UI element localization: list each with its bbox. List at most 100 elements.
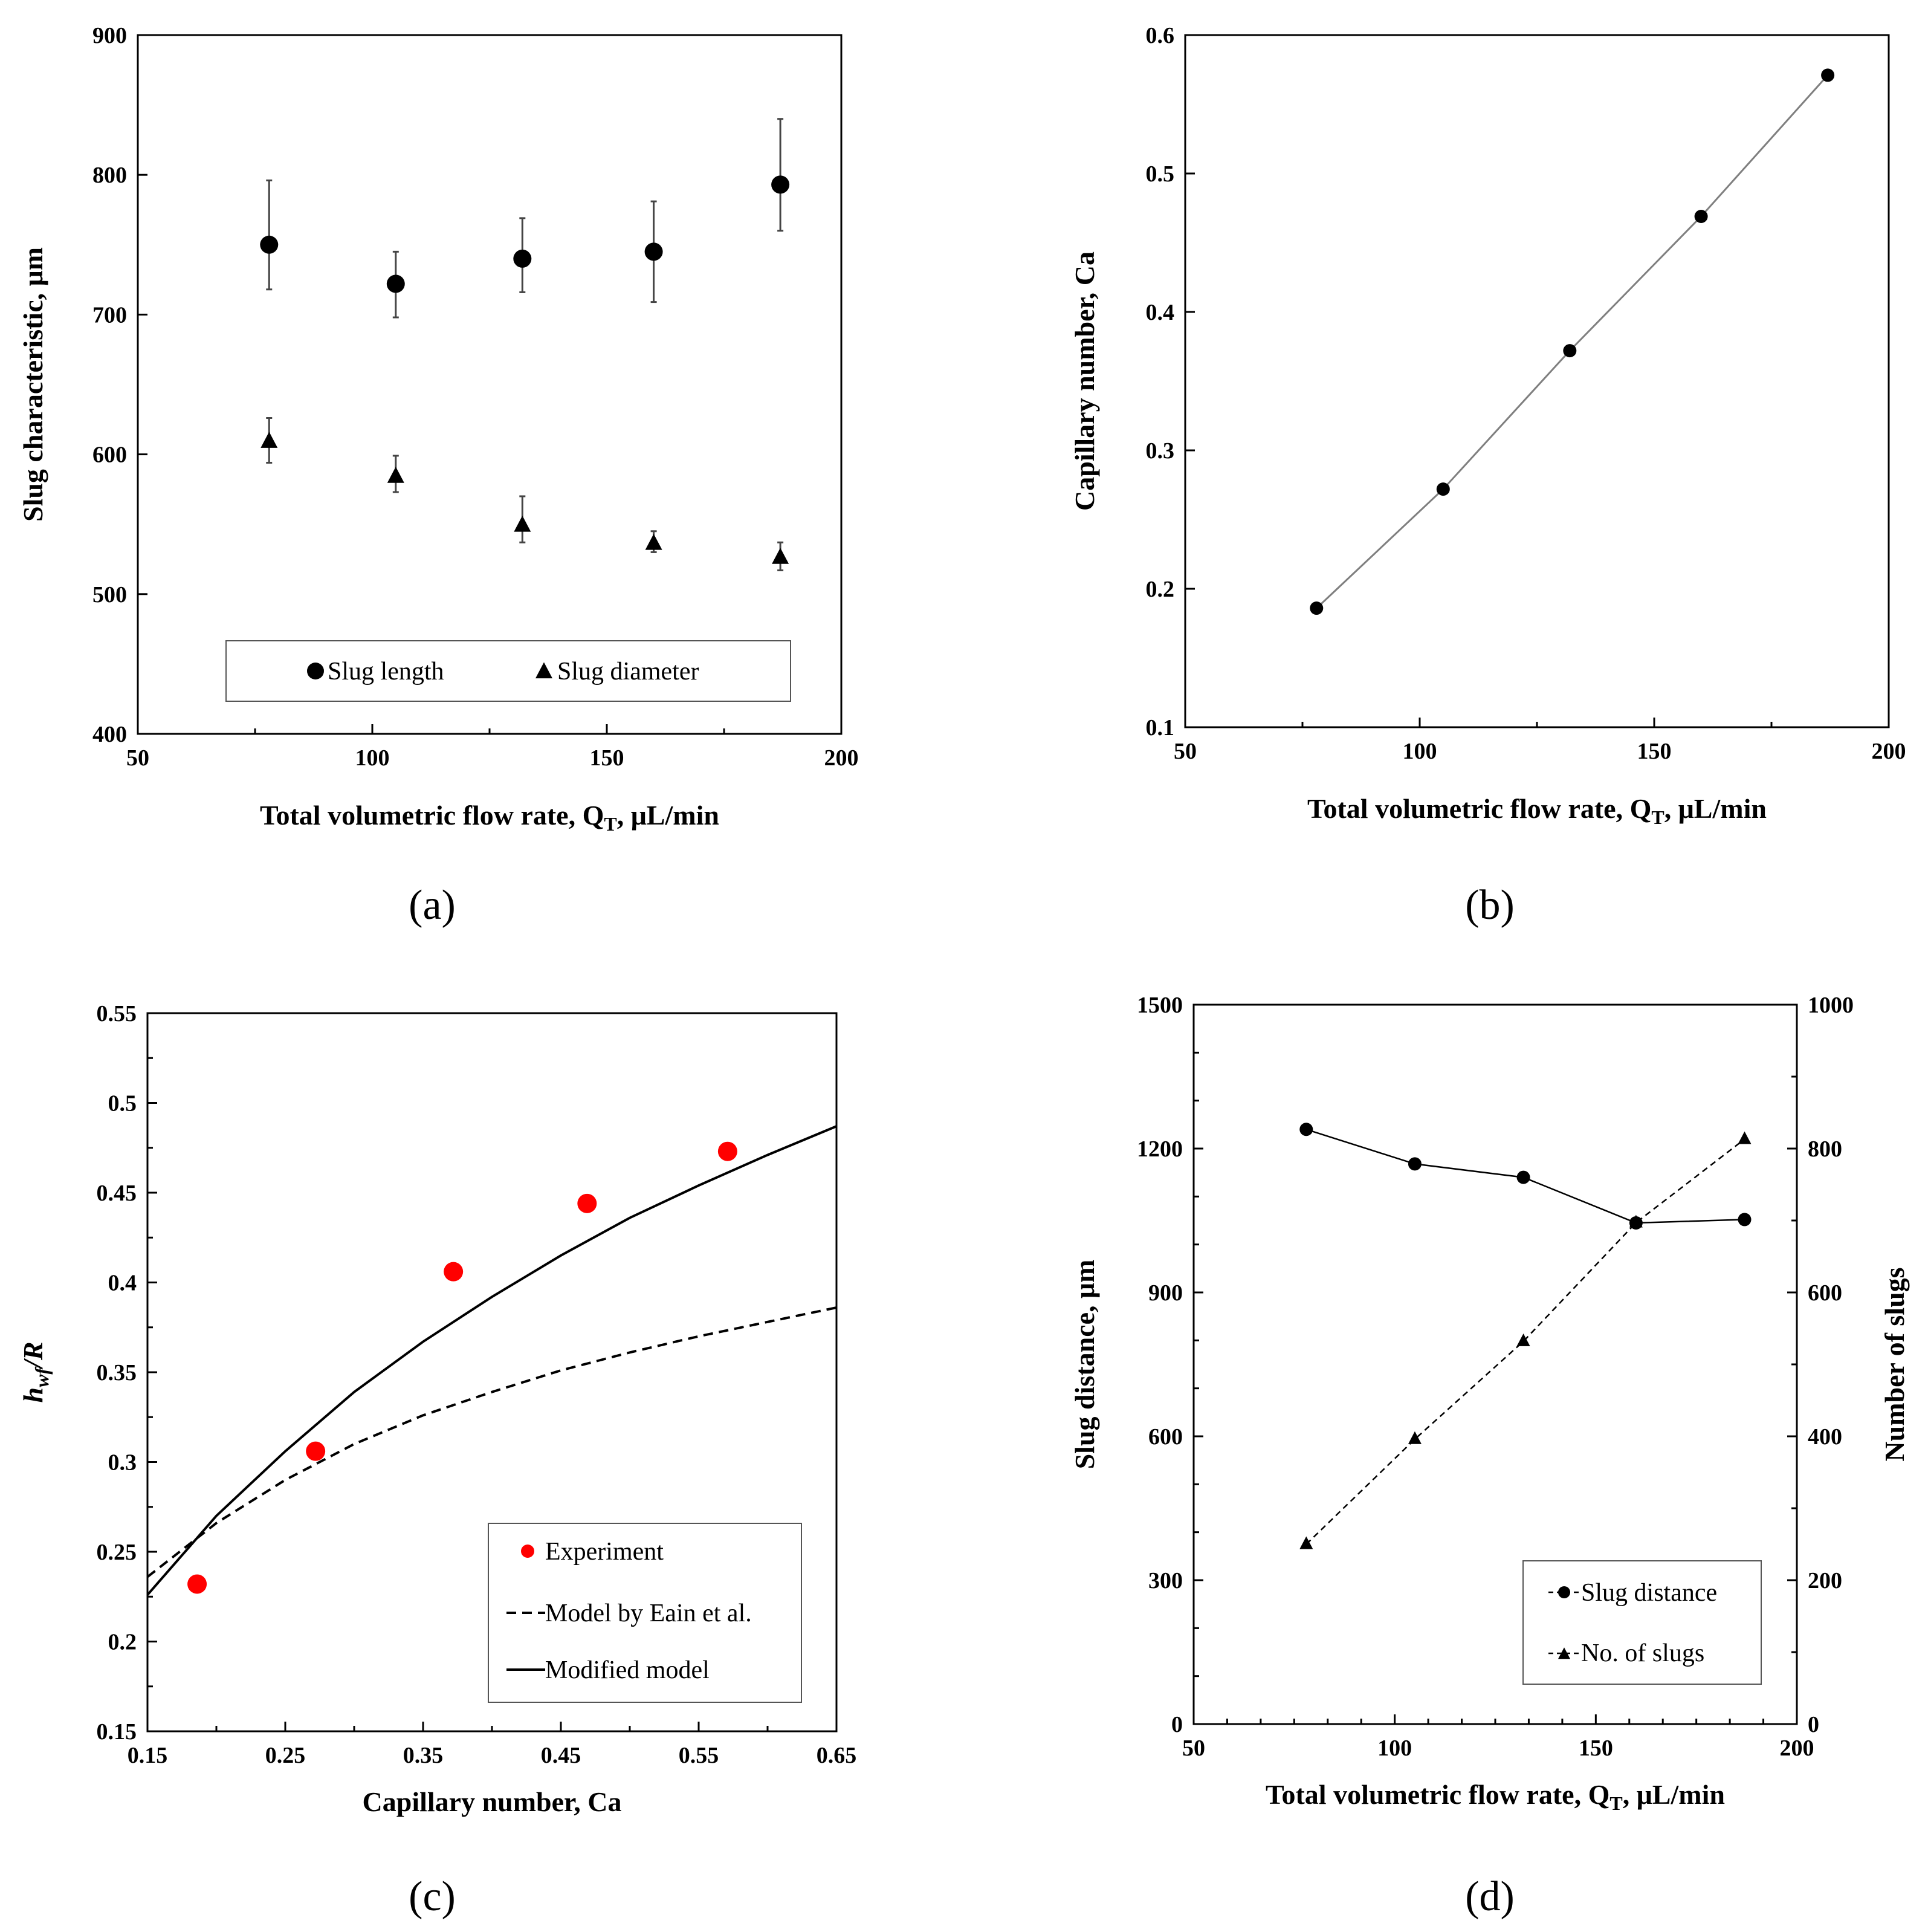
- y-tick-label: 0.3: [108, 1450, 137, 1476]
- y-tick-label: 0.2: [108, 1630, 137, 1655]
- y-tick-label: 0.1: [1146, 715, 1175, 741]
- data-point: [644, 242, 663, 261]
- y-tick-label: 300: [1148, 1568, 1183, 1593]
- y-axis-title-main: h: [18, 1387, 48, 1403]
- x-axis-title-suffix: , μL/min: [1664, 793, 1767, 824]
- data-point-experiment: [444, 1262, 464, 1282]
- legend-marker-number-of-slugs: [1558, 1647, 1570, 1659]
- x-axis-title: Total volumetric flow rate, QT, μL/min: [1266, 1779, 1725, 1814]
- legend-marker-slug-length: [307, 663, 324, 679]
- x-axis-title-main: Total volumetric flow rate, Q: [260, 800, 604, 831]
- data-point: [771, 175, 790, 194]
- data-point: [1563, 344, 1577, 358]
- x-tick-label: 0.65: [817, 1743, 857, 1768]
- data-point-number-of-slugs: [1516, 1333, 1530, 1346]
- data-point-number-of-slugs: [1299, 1536, 1313, 1549]
- legend-label-slug-diameter: Slug diameter: [557, 658, 699, 686]
- x-tick-label: 150: [1579, 1736, 1613, 1761]
- y2-tick-label: 400: [1808, 1424, 1842, 1450]
- x-tick-label: 0.15: [128, 1743, 168, 1768]
- x-axis-title-main: Total volumetric flow rate, Q: [1307, 793, 1651, 824]
- plot-area-frame: [1184, 34, 1890, 728]
- y2-tick-label: 0: [1808, 1712, 1819, 1737]
- y2-tick-label: 200: [1808, 1568, 1842, 1593]
- x-axis-title-main: Total volumetric flow rate, Q: [1266, 1779, 1609, 1810]
- y-tick-label: 0.4: [1146, 300, 1175, 325]
- legend-label-model-eain: Model by Eain et al.: [545, 1600, 752, 1627]
- panel-c: 0.15 0.25 0.35 0.45 0.55 0.65 Capillary number…: [18, 1001, 856, 1920]
- data-point: [386, 274, 405, 293]
- x-tick-label: 150: [1637, 739, 1672, 764]
- x-tick-label: 200: [824, 745, 859, 771]
- panel-label: (c): [409, 1873, 456, 1920]
- legend-label-modified-model: Modified model: [545, 1656, 710, 1684]
- y-tick-label: 500: [92, 582, 127, 608]
- y-axis-title-subscript: wf: [31, 1366, 53, 1387]
- y-tick-label: 0.4: [108, 1271, 137, 1296]
- x-axis-title: Capillary number, Ca: [363, 1786, 622, 1817]
- y-tick-label: 0.5: [1146, 161, 1175, 187]
- y2-tick-label: 1000: [1808, 993, 1854, 1018]
- legend-marker-experiment: [521, 1545, 534, 1558]
- data-point-experiment: [577, 1193, 597, 1213]
- panel-a: 50 100 150 200 Total volumetric flow rate, Q…: [18, 23, 859, 929]
- x-tick-label: 150: [590, 745, 624, 771]
- y-tick-label: 600: [92, 442, 127, 468]
- data-point: [645, 534, 662, 550]
- x-axis-title-suffix: , μL/min: [1623, 1779, 1725, 1810]
- data-point-number-of-slugs: [1629, 1214, 1643, 1228]
- legend-marker-slug-distance: [1558, 1586, 1570, 1598]
- panel-d: 50 100 150 200 Total volumetric flow rate, Q…: [1069, 993, 1910, 1920]
- panel-label: (b): [1465, 882, 1515, 929]
- plot-area-frame: [137, 34, 843, 735]
- y-tick-label: 600: [1148, 1424, 1183, 1450]
- legend-label-slug-distance: Slug distance: [1581, 1579, 1717, 1607]
- series-slug-length: [260, 118, 790, 319]
- y-tick-label: 0.3: [1146, 438, 1175, 464]
- data-point-slug-distance: [1299, 1123, 1313, 1136]
- legend-marker-slug-diameter: [535, 662, 552, 679]
- data-point: [1436, 482, 1450, 496]
- data-point: [772, 548, 789, 564]
- y-tick-label: 0.25: [97, 1540, 137, 1565]
- data-point-number-of-slugs: [1408, 1431, 1422, 1444]
- x-tick-label: 200: [1780, 1736, 1814, 1761]
- legend-label-slug-length: Slug length: [328, 658, 444, 686]
- x-axis-title-main: Capillary number, Ca: [363, 1786, 622, 1817]
- data-point-experiment: [717, 1141, 737, 1161]
- data-point: [1694, 209, 1708, 223]
- data-point-slug-distance: [1738, 1213, 1752, 1227]
- y-tick-label: 0.5: [108, 1091, 137, 1117]
- panel-b: 50 100 150 200 Total volumetric flow rate, Q…: [1069, 23, 1906, 929]
- x-axis-title-subscript: T: [1651, 806, 1664, 828]
- data-point-slug-distance: [1516, 1170, 1530, 1184]
- data-point-experiment: [306, 1441, 326, 1461]
- x-axis-title-subscript: T: [604, 813, 616, 835]
- y-tick-label: 0.2: [1146, 577, 1175, 602]
- y-axis-title: Capillary number, Ca: [1069, 251, 1100, 511]
- y-tick-label: 1200: [1137, 1136, 1183, 1162]
- x-axis-title-suffix: , μL/min: [617, 800, 719, 831]
- y-axis-title: Slug distance, μm: [1069, 1260, 1100, 1470]
- data-point: [260, 432, 278, 448]
- x-tick-label: 0.35: [403, 1743, 444, 1768]
- x-axis-title: Total volumetric flow rate, QT, μL/min: [260, 800, 719, 835]
- y-tick-label: 900: [1148, 1280, 1183, 1306]
- x-tick-label: 100: [1403, 739, 1437, 764]
- y-tick-label: 0.55: [97, 1001, 137, 1026]
- y2-tick-label: 800: [1808, 1136, 1842, 1162]
- x-axis-title-subscript: T: [1609, 1792, 1622, 1814]
- y2-tick-label: 600: [1808, 1280, 1842, 1306]
- legend: Experiment Model by Eain et al. Modified m…: [488, 1523, 802, 1703]
- series-line-model-eain: [146, 1306, 837, 1578]
- data-point: [514, 516, 531, 532]
- x-axis-title: Total volumetric flow rate, QT, μL/min: [1307, 793, 1767, 828]
- y-tick-label: 800: [92, 163, 127, 188]
- series-line-capillary-number: [1316, 74, 1829, 609]
- x-tick-label: 0.45: [541, 1743, 581, 1768]
- y-tick-label: 0.45: [97, 1181, 137, 1206]
- x-tick-label: 200: [1872, 739, 1906, 764]
- y-tick-label: 0: [1171, 1712, 1183, 1737]
- legend-box: [1522, 1560, 1762, 1685]
